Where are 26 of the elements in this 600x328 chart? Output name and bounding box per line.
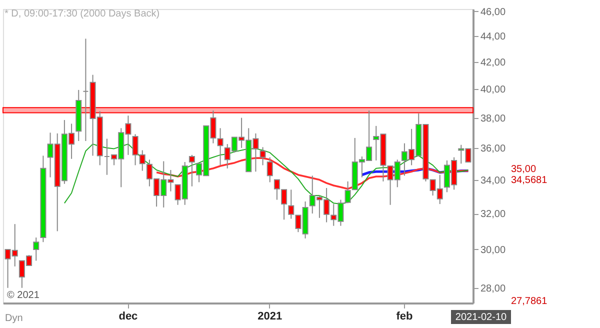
y-tick-label: 42,00 [480, 58, 506, 69]
y-tick-label: 32,00 [480, 209, 506, 220]
y-tick-label: 34,00 [480, 175, 506, 186]
y-tick-label: 46,00 [480, 6, 506, 18]
text: 2021-02-10 [455, 312, 508, 323]
y-tick-label: 36,00 [480, 143, 506, 154]
chart-title: * D, 09:00-17:30 (2000 Days Back) [4, 8, 160, 20]
text: Dyn [5, 313, 23, 324]
y-tick-label: 38,00 [480, 113, 506, 124]
x-tick-label: 2021 [258, 310, 282, 322]
x-tick-label: feb [396, 310, 413, 322]
candlestick [82, 38, 89, 142]
candlestick [188, 154, 195, 187]
y-tick-label: 40,00 [480, 84, 506, 96]
text: 34,5681 [511, 175, 548, 186]
candlestick [33, 237, 40, 262]
candlestick [288, 189, 294, 220]
annotation: © 2021 [7, 290, 40, 301]
y-tick-label: 30,00 [480, 244, 506, 256]
y-tick-label: 44,00 [480, 32, 506, 43]
candlestick [266, 156, 273, 183]
candlestick [260, 146, 266, 166]
x-tick-label: dec [118, 310, 138, 322]
text: 35,00 [511, 164, 536, 175]
text: 27,7861 [511, 296, 548, 307]
y-tick-label: 28,00 [480, 283, 506, 294]
